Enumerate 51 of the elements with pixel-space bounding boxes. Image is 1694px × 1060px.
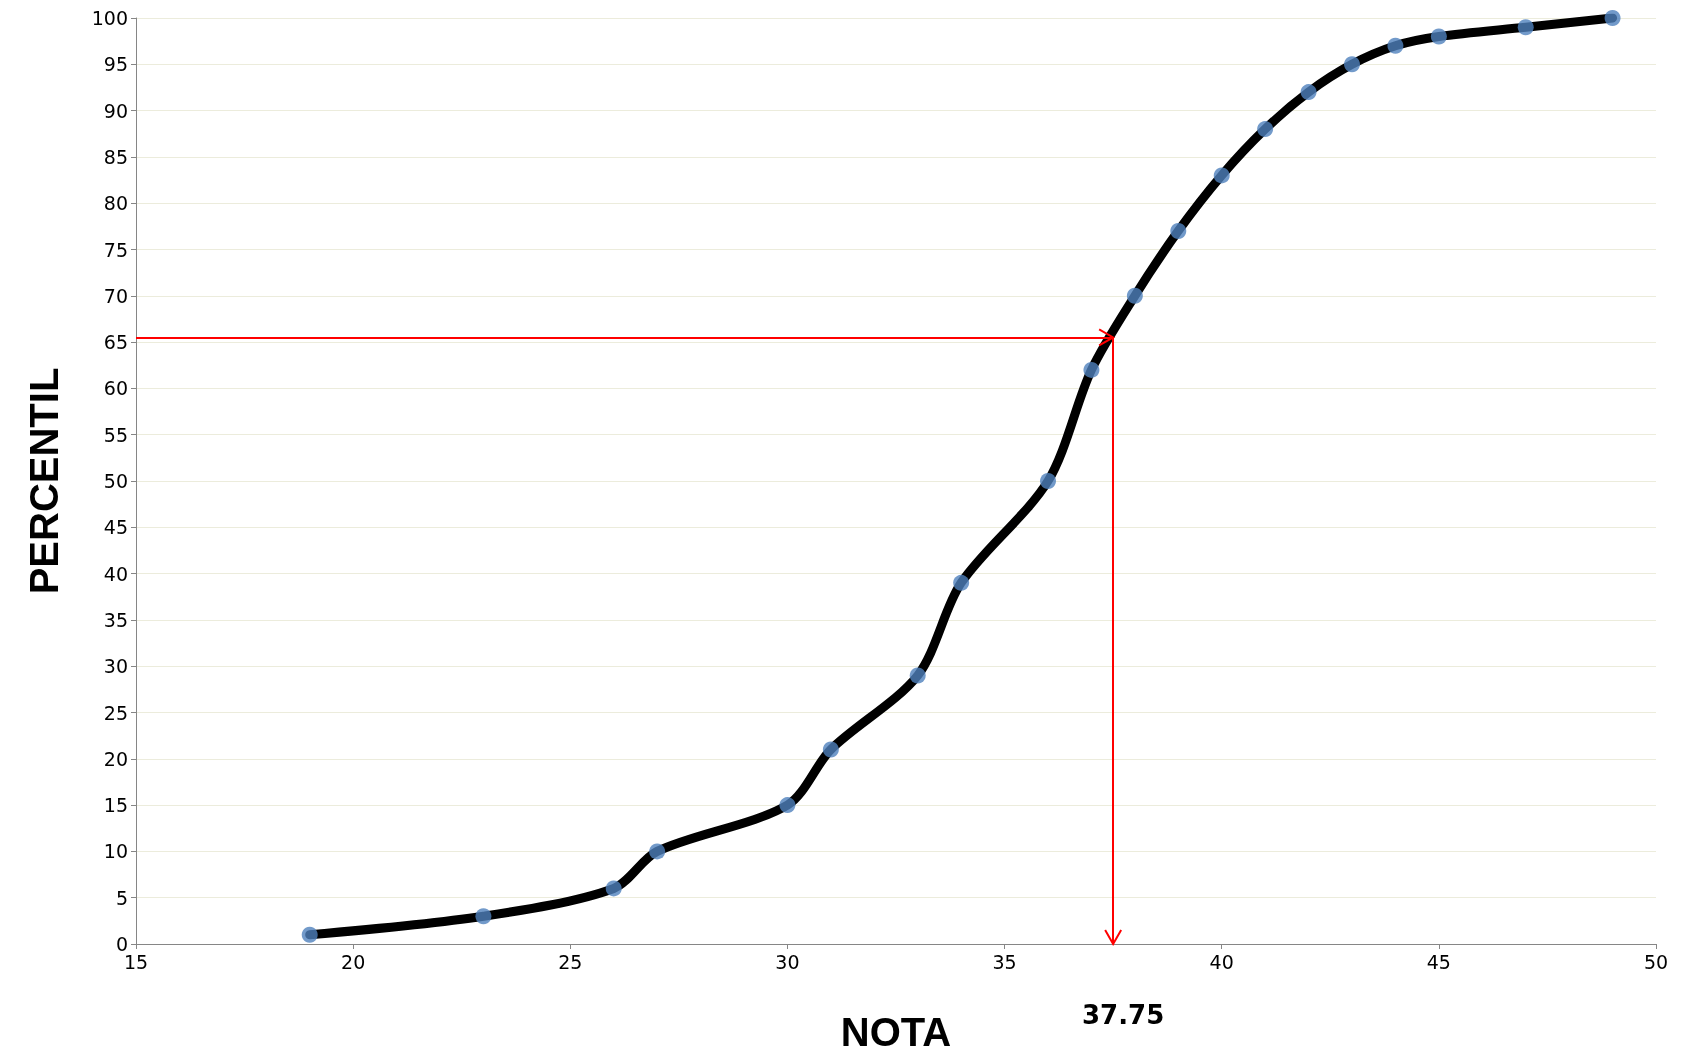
- x-tick-label: 40: [1209, 950, 1234, 973]
- point: [649, 843, 666, 860]
- x-tick-label: 35: [992, 950, 1017, 973]
- point: [1604, 10, 1621, 26]
- point: [1257, 121, 1274, 138]
- y-tick-label: 75: [103, 238, 128, 261]
- y-tick-label: 90: [103, 99, 128, 122]
- y-tick-label: 45: [103, 516, 128, 539]
- y-tick-label: 55: [103, 423, 128, 446]
- y-tick-label: 30: [103, 655, 128, 678]
- point: [1300, 84, 1317, 101]
- x-tick-label: 25: [558, 950, 583, 973]
- point: [909, 667, 926, 684]
- point: [301, 926, 318, 943]
- x-tick-label: 30: [775, 950, 800, 973]
- y-tick-label: 80: [103, 192, 128, 215]
- point: [1344, 56, 1360, 73]
- y-tick-label: 95: [103, 53, 128, 76]
- y-tick-label: 65: [103, 331, 128, 354]
- y-tick-label: 35: [103, 608, 128, 631]
- point: [822, 741, 839, 758]
- point: [779, 797, 796, 814]
- point: [475, 908, 492, 925]
- y-tick-label: 10: [103, 840, 128, 863]
- point: [1213, 167, 1230, 184]
- y-tick-label: 5: [115, 886, 128, 909]
- x-tick-label: 50: [1643, 950, 1669, 973]
- y-tick-label: 50: [103, 470, 128, 492]
- y-tick-label: 20: [103, 747, 128, 770]
- point: [605, 880, 622, 897]
- y-tick-label: 70: [103, 284, 128, 307]
- point: [953, 574, 970, 591]
- y-tick-label: 100: [91, 7, 128, 29]
- y-tick-label: 85: [103, 145, 128, 168]
- y-tick-label: 25: [103, 701, 128, 724]
- y-tick-label: 40: [103, 562, 128, 585]
- x-tick-label: 45: [1426, 950, 1451, 973]
- point: [1517, 19, 1534, 36]
- x-tick-label: 20: [341, 950, 366, 973]
- y-tick-label: 0: [115, 933, 128, 955]
- point: [1126, 287, 1143, 304]
- point: [1083, 361, 1100, 378]
- y-tick-label: 60: [103, 377, 128, 400]
- point: [1387, 37, 1404, 54]
- point: [1430, 28, 1447, 45]
- point: [1040, 473, 1056, 489]
- x-axis-title: NOTA: [840, 1010, 952, 1054]
- y-tick-label: 15: [103, 794, 128, 817]
- point: [1170, 222, 1187, 239]
- y-axis-title: PERCENTIL: [22, 367, 66, 595]
- text: 37.75: [1082, 1000, 1165, 1030]
